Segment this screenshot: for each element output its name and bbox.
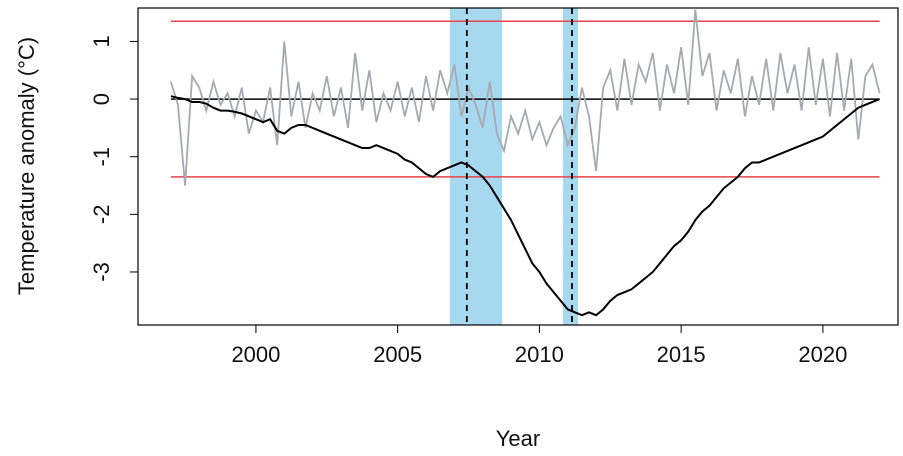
y-tick-label: -1 bbox=[89, 147, 114, 167]
x-tick-label: 2010 bbox=[515, 342, 564, 367]
plot-frame bbox=[137, 7, 899, 326]
data-line bbox=[170, 9, 881, 186]
highlight-span bbox=[562, 8, 578, 325]
y-tick-label: -3 bbox=[89, 262, 114, 282]
x-axis-label: Year bbox=[496, 426, 540, 451]
x-tick-label: 2015 bbox=[657, 342, 706, 367]
x-tick-label: 2005 bbox=[373, 342, 422, 367]
y-tick-label: 1 bbox=[89, 35, 114, 47]
y-tick-label: 0 bbox=[89, 93, 114, 105]
x-tick-label: 2020 bbox=[798, 342, 847, 367]
y-tick-label: -2 bbox=[89, 205, 114, 225]
x-tick-label: 2000 bbox=[231, 342, 280, 367]
highlight-span bbox=[449, 8, 502, 325]
y-axis-label: Temperature anomaly (°C) bbox=[14, 37, 39, 295]
data-line bbox=[170, 95, 880, 317]
